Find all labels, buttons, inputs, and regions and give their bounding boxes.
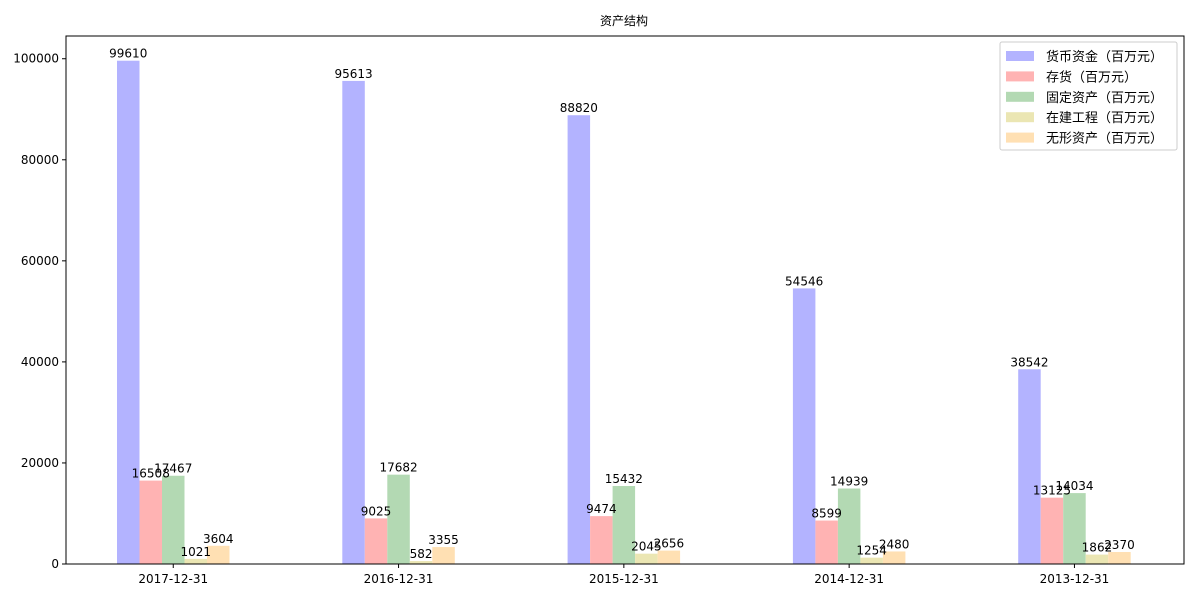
data-label: 582 (410, 547, 433, 561)
x-tick-label: 2015-12-31 (589, 572, 659, 586)
bar (860, 557, 883, 564)
bar (409, 561, 433, 564)
bar (1018, 369, 1041, 564)
chart-title: 资产结构 (600, 13, 648, 28)
bar (815, 520, 838, 564)
data-label: 54546 (785, 274, 823, 288)
data-label: 9474 (586, 502, 617, 516)
data-label: 1021 (180, 545, 211, 559)
bar (432, 547, 455, 564)
data-label: 38542 (1010, 355, 1048, 369)
legend-label: 货币资金（百万元） (1046, 49, 1163, 65)
y-tick-label: 20000 (21, 456, 59, 470)
legend-swatch (1006, 112, 1034, 123)
data-labels-layer: 99610 95613 88820 54546 38542 16508 9025 9474 85… (109, 47, 1135, 561)
plot-frame (65, 35, 1185, 565)
bar (657, 550, 681, 564)
data-label: 16508 (132, 467, 170, 481)
data-label: 15432 (605, 472, 643, 486)
bar (207, 545, 230, 564)
data-label: 14939 (830, 475, 868, 489)
data-label: 13125 (1033, 484, 1071, 498)
bar (139, 480, 162, 564)
x-tick-label: 2016-12-31 (364, 572, 434, 586)
legend-label: 无形资产（百万元） (1046, 132, 1163, 147)
bar (590, 516, 613, 564)
y-tick-label: 100000 (13, 52, 59, 66)
x-tick-label: 2014-12-31 (814, 572, 884, 586)
legend-label: 固定资产（百万元） (1046, 91, 1163, 106)
data-label: 2370 (1104, 538, 1135, 552)
y-tick-label: 80000 (21, 153, 59, 167)
data-label: 95613 (334, 67, 372, 81)
data-label: 2480 (879, 537, 910, 551)
data-label: 17467 (154, 462, 192, 476)
data-label: 14034 (1055, 479, 1093, 493)
bar (364, 518, 388, 564)
legend-swatch (1006, 132, 1034, 143)
bar (162, 475, 185, 564)
data-label: 17682 (379, 461, 417, 475)
data-label: 1254 (856, 544, 887, 558)
data-label: 2045 (631, 540, 662, 554)
bar (837, 488, 861, 564)
bar (342, 80, 365, 564)
data-label: 8599 (811, 507, 842, 521)
bar (184, 558, 207, 564)
bar (882, 551, 906, 564)
x-tick-label: 2013-12-31 (1040, 572, 1110, 586)
y-tick-label: 0 (51, 557, 59, 571)
data-label: 3604 (203, 532, 234, 546)
legend: 货币资金（百万元） 存货（百万元） 固定资产（百万元） 在建工程（百万元） 无形资产（百… (999, 41, 1178, 151)
legend-swatch (1006, 51, 1034, 61)
bar (612, 486, 636, 564)
data-label: 9025 (361, 504, 392, 518)
bar (387, 474, 410, 564)
bar (1063, 493, 1086, 564)
data-label: 88820 (560, 101, 598, 115)
bars-layer (117, 60, 1131, 564)
data-label: 3355 (428, 533, 459, 547)
legend-label: 存货（百万元） (1046, 69, 1137, 85)
legend-label: 在建工程（百万元） (1046, 111, 1163, 126)
axes-layer: 0 20000 40000 60000 80000 100000 2017-12-31 201… (13, 35, 1185, 586)
legend-swatch (1006, 71, 1034, 82)
bar (1108, 552, 1131, 564)
bar (117, 60, 140, 564)
bar (1085, 554, 1109, 564)
legend-box (999, 41, 1178, 151)
data-label: 99610 (109, 47, 147, 61)
x-tick-label: 2017-12-31 (138, 572, 208, 586)
bar (567, 115, 591, 564)
y-tick-label: 40000 (21, 355, 59, 369)
y-tick-label: 60000 (21, 254, 59, 268)
bar (792, 288, 816, 564)
legend-swatch (1006, 91, 1034, 102)
data-label: 2656 (654, 537, 685, 551)
bar (635, 553, 658, 564)
data-label: 1862 (1082, 541, 1113, 555)
bar (1040, 497, 1064, 564)
